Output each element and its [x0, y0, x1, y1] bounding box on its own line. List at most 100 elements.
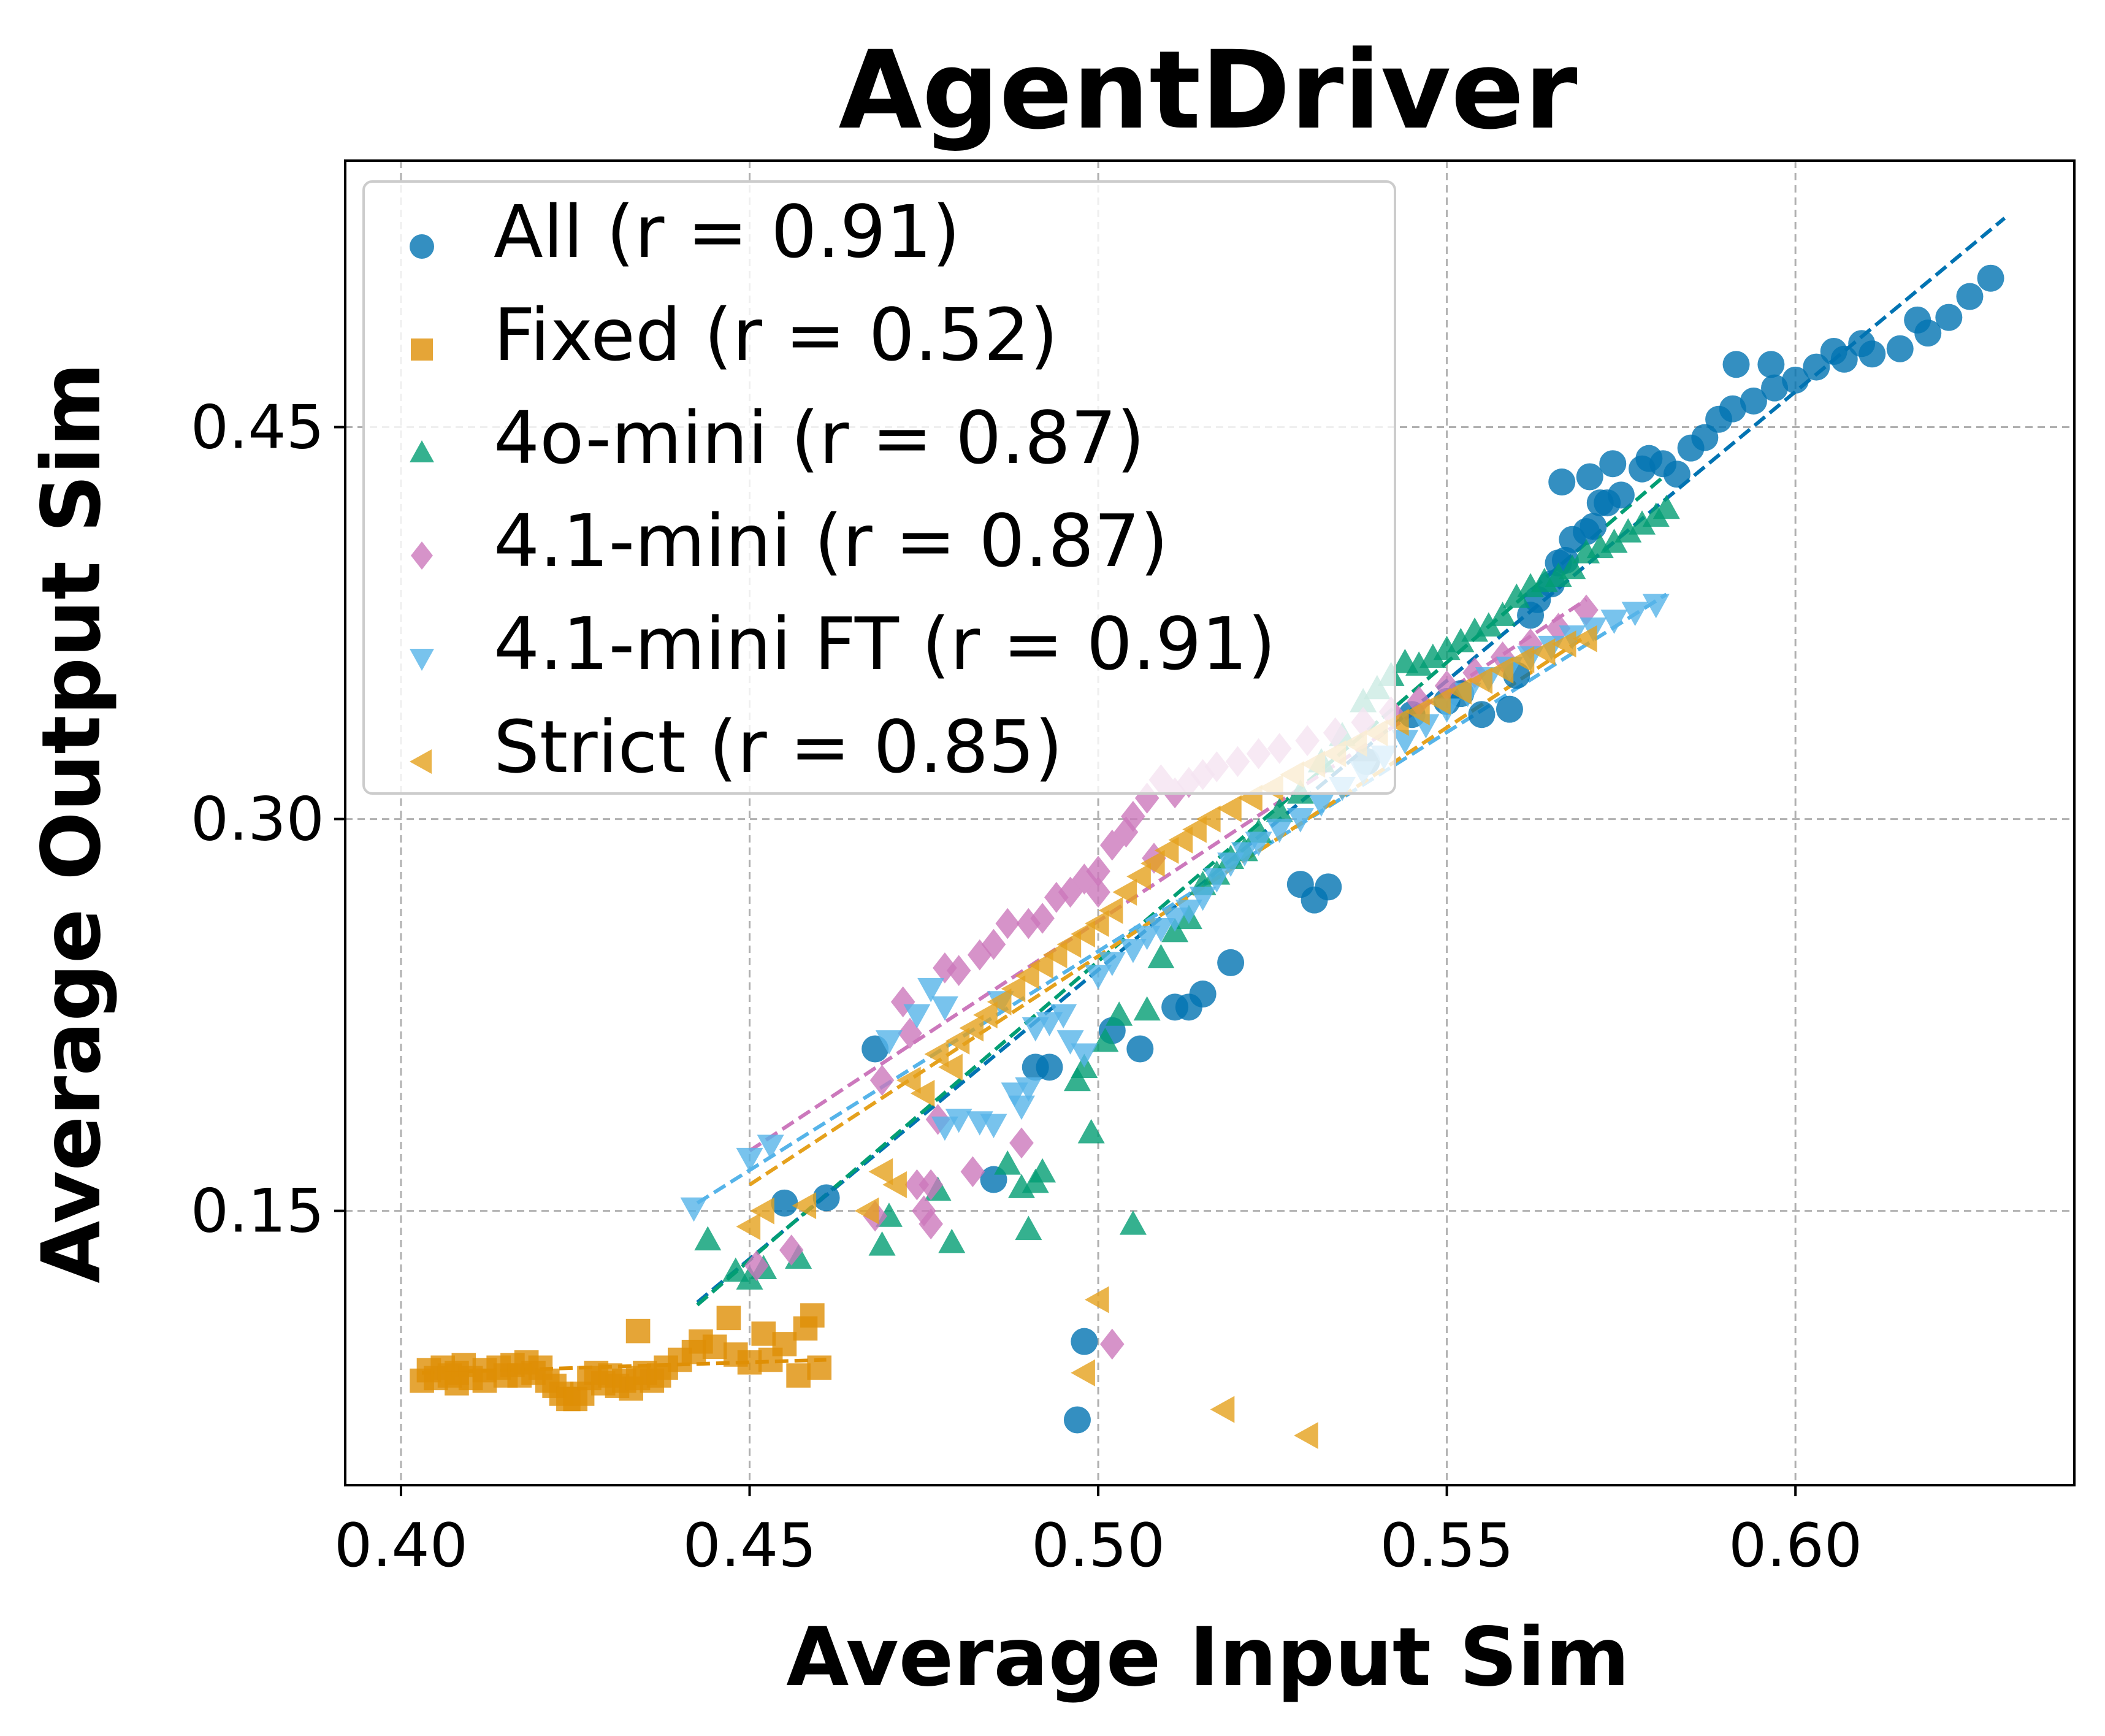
data-point [1426, 687, 1451, 715]
data-point [868, 1158, 893, 1185]
data-point [1551, 630, 1576, 658]
data-point [1599, 450, 1627, 478]
data-point [1077, 1118, 1105, 1144]
y-axis: 0.15 0.30 0.45 [191, 393, 345, 1247]
data-point [1106, 1001, 1133, 1026]
y-tick-label: 0.15 [191, 1177, 324, 1247]
data-point [1956, 283, 1984, 310]
data-point [1719, 395, 1746, 423]
legend-entry: 4o-mini (r = 0.87) [410, 396, 1145, 480]
data-point [1600, 529, 1628, 553]
data-point [946, 955, 971, 987]
data-point [737, 1350, 762, 1375]
data-point [896, 1066, 921, 1094]
data-point [1063, 1406, 1091, 1434]
data-point [1189, 886, 1217, 911]
data-point [1056, 931, 1082, 958]
data-point [931, 996, 958, 1021]
data-point [987, 988, 1012, 1015]
legend-label: 4.1-mini FT (r = 0.91) [494, 602, 1276, 686]
data-point [1412, 714, 1440, 739]
data-point [800, 1303, 825, 1328]
x-tick-label: 0.55 [1380, 1511, 1514, 1581]
data-point [1126, 1035, 1154, 1063]
data-point [973, 1001, 998, 1029]
data-point [1503, 583, 1530, 608]
data-point [904, 1169, 930, 1201]
data-point [980, 1114, 1007, 1139]
data-point [1782, 366, 1809, 394]
legend-entry: Fixed (r = 0.52) [411, 293, 1058, 377]
data-point [1652, 494, 1680, 519]
data-point [1133, 996, 1161, 1021]
data-point [1071, 1359, 1095, 1386]
legend-entry: All (r = 0.91) [410, 189, 960, 274]
data-point [1803, 353, 1830, 381]
data-point [1015, 962, 1039, 990]
legend-marker [410, 749, 432, 774]
data-point [1168, 826, 1193, 854]
data-point [945, 1027, 970, 1055]
data-point [1154, 836, 1179, 864]
data-point [1385, 708, 1409, 736]
data-point [1119, 939, 1147, 963]
data-point [1098, 952, 1126, 976]
data-point [751, 1321, 776, 1346]
data-point [1030, 903, 1055, 934]
data-point [1548, 468, 1576, 496]
legend-label: Strict (r = 0.85) [494, 705, 1063, 789]
data-point [1663, 461, 1690, 488]
y-tick-label: 0.45 [191, 393, 324, 463]
data-point [1121, 801, 1145, 832]
data-point [1740, 387, 1767, 415]
data-point [1140, 850, 1165, 878]
data-point [924, 1041, 949, 1068]
data-point [1266, 797, 1293, 822]
data-point [1468, 701, 1496, 728]
data-point [910, 1079, 935, 1107]
data-point [1007, 1095, 1035, 1120]
data-point [1147, 917, 1175, 943]
data-point [1447, 677, 1472, 705]
data-point [1757, 351, 1785, 378]
data-point [1530, 638, 1556, 665]
data-point [1133, 925, 1161, 950]
legend-marker [411, 541, 433, 570]
data-point [1100, 1328, 1125, 1360]
data-point [1419, 643, 1446, 668]
legend-marker [410, 649, 434, 671]
data-point [1600, 610, 1628, 634]
legend-entry: 4.1-mini (r = 0.87) [411, 499, 1168, 583]
data-point [1489, 656, 1514, 684]
data-point [854, 1197, 879, 1225]
y-tick-label: 0.30 [191, 785, 324, 855]
data-point [1391, 730, 1419, 754]
data-point [1691, 424, 1719, 451]
data-point [772, 1332, 797, 1356]
data-point [1286, 808, 1314, 833]
data-point [736, 1147, 763, 1172]
data-point [869, 1065, 895, 1096]
data-point [1614, 518, 1642, 543]
data-point [1848, 330, 1876, 358]
data-point [1126, 863, 1151, 890]
data-point [1071, 1328, 1098, 1355]
data-point [1904, 306, 1931, 334]
data-point [1086, 855, 1110, 887]
data-point [1935, 304, 1963, 331]
data-point [472, 1368, 497, 1393]
data-point [1576, 463, 1603, 491]
data-point [771, 1189, 798, 1217]
data-point [903, 1004, 931, 1029]
data-point [1642, 594, 1670, 619]
data-point [1629, 510, 1656, 535]
data-point [1147, 944, 1175, 969]
x-tick-label: 0.40 [334, 1511, 468, 1581]
data-point [1085, 965, 1112, 990]
data-point [994, 1150, 1022, 1175]
data-point [750, 1197, 774, 1225]
data-point [1489, 602, 1516, 626]
data-point [1761, 374, 1789, 402]
data-point [1217, 949, 1245, 976]
legend-marker [410, 440, 434, 462]
